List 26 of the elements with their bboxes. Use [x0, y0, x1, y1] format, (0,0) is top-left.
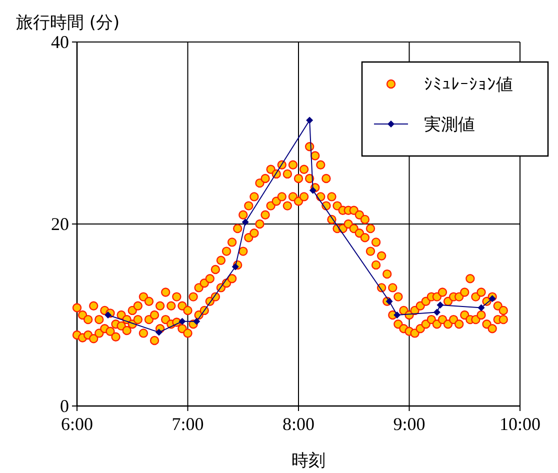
point: [104, 312, 112, 318]
y-tick-label: 40: [51, 32, 69, 52]
point: [436, 301, 444, 308]
x-tick-label: 7:00: [172, 414, 204, 434]
point: [178, 318, 186, 325]
y-tick-label: 20: [51, 214, 69, 234]
y-axis-title: 旅行時間 (分): [16, 13, 120, 33]
point: [488, 295, 496, 302]
y-tick-label: 0: [60, 396, 69, 416]
x-tick-label: 6:00: [60, 414, 94, 434]
x-tick-label: 8:00: [282, 414, 315, 434]
x-axis-title: 時刻: [292, 451, 326, 471]
point: [309, 186, 316, 194]
point: [306, 116, 314, 124]
x-tick-label: 10:00: [499, 414, 541, 434]
legend-label: 実測値: [424, 115, 475, 135]
point: [386, 298, 393, 305]
point: [155, 328, 162, 336]
point: [394, 312, 401, 318]
legend-label: ｼﾐｭﾚｰｼｮﾝ値: [424, 75, 513, 95]
point: [232, 263, 239, 270]
point: [478, 304, 485, 312]
x-tick-label: 9:00: [393, 414, 426, 434]
point: [433, 308, 440, 316]
point: [242, 218, 249, 226]
point: [193, 318, 200, 325]
